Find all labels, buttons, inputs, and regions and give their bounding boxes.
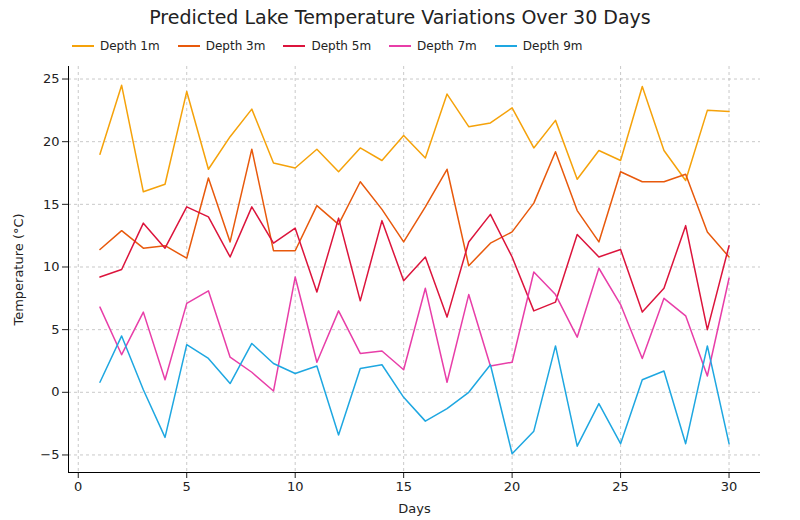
html-text:Depth 9m: Depth 9m [522,39,583,53]
html-text:Predicted Lake Temperature Var: Predicted Lake Temperature Variations Ov… [149,6,651,28]
svg-text:5: 5 [183,479,191,494]
html-text:Depth 1m: Depth 1m [100,39,160,53]
svg-text:20: 20 [43,134,60,149]
svg-text:20: 20 [504,479,521,494]
svg-text:25: 25 [43,71,60,86]
svg-text:Days: Days [398,501,431,516]
html-text:Depth 5m: Depth 5m [311,39,372,53]
svg-text:5: 5 [51,322,59,337]
svg-text:10: 10 [43,259,60,274]
svg-text:30: 30 [721,479,738,494]
svg-text:−5: −5 [40,447,59,462]
html-text:Depth 7m: Depth 7m [417,39,477,53]
html-text:Depth 3m: Depth 3m [205,39,266,53]
svg-text:0: 0 [74,479,82,494]
svg-text:Temperature (°C): Temperature (°C) [11,213,26,326]
svg-text:15: 15 [395,479,412,494]
svg-text:0: 0 [51,384,59,399]
svg-text:25: 25 [612,479,629,494]
svg-text:10: 10 [287,479,304,494]
svg-text:15: 15 [43,196,60,211]
